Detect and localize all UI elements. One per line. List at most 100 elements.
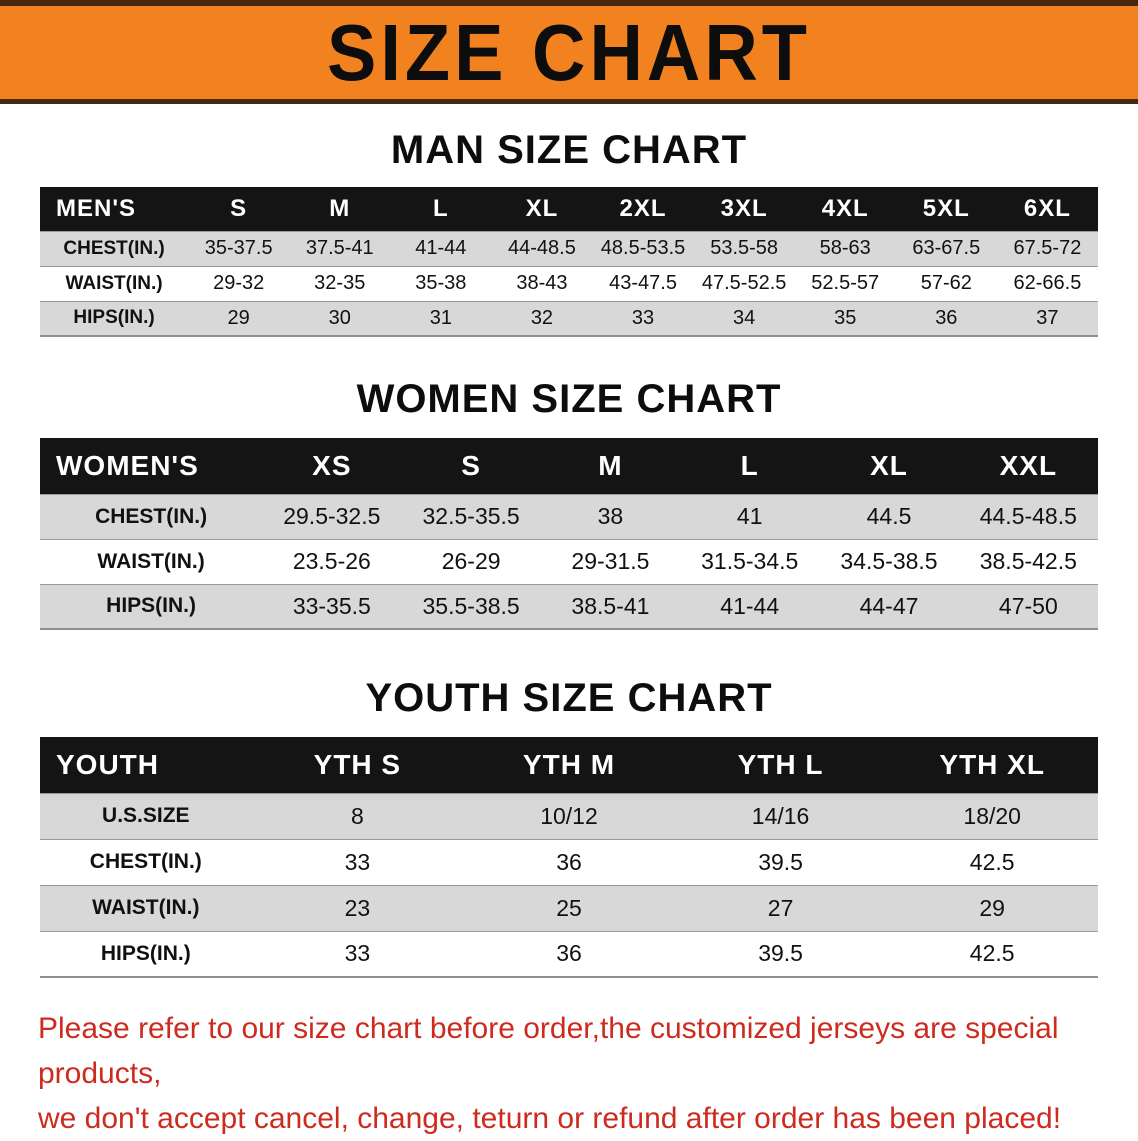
size-value-cell: 35-37.5: [188, 230, 290, 266]
row-label: WAIST(IN.): [40, 884, 252, 931]
size-value-cell: 44.5: [819, 493, 959, 539]
size-value-cell: 41: [680, 493, 820, 539]
size-value-cell: 48.5-53.5: [592, 230, 694, 266]
row-label: HIPS(IN.): [40, 583, 263, 630]
table-row: HIPS(IN.) 29 30 31 32 33 34 35 36 37: [40, 300, 1098, 337]
table-row: CHEST(IN.) 33 36 39.5 42.5: [40, 838, 1098, 885]
sections: MAN SIZE CHART MEN'S S M L XL 2XL 3XL 4XL 5XL 6XL C…: [0, 128, 1138, 978]
row-label: WAIST(IN.): [40, 538, 263, 584]
size-value-cell: 29-32: [188, 265, 290, 301]
size-value-cell: 34.5-38.5: [819, 538, 959, 584]
disclaimer-line-1: Please refer to our size chart before or…: [38, 1012, 1059, 1090]
size-value-cell: 31: [390, 300, 492, 337]
size-chart-section-women: WOMEN SIZE CHART WOMEN'S XS S M L XL XXL CHEST(I…: [0, 377, 1138, 630]
table-header-row: WOMEN'S XS S M L XL XXL: [40, 438, 1098, 494]
size-value-cell: 38.5-41: [540, 583, 681, 630]
size-value-cell: 27: [674, 884, 887, 931]
size-value-cell: 47.5-52.5: [693, 265, 795, 301]
size-value-cell: 35: [794, 300, 896, 337]
size-column-header: YTH L: [674, 737, 887, 793]
row-label: CHEST(IN.): [40, 230, 189, 266]
size-value-cell: 38: [540, 493, 681, 539]
table-corner-label: MEN'S: [40, 187, 189, 231]
section-heading-women: WOMEN SIZE CHART: [356, 377, 782, 421]
size-value-cell: 36: [463, 930, 675, 978]
size-value-cell: 38.5-42.5: [958, 538, 1098, 584]
size-value-cell: 37.5-41: [289, 230, 391, 266]
size-chart-section-men: MAN SIZE CHART MEN'S S M L XL 2XL 3XL 4XL 5XL 6XL C…: [0, 128, 1138, 337]
size-column-header: YTH XL: [886, 737, 1098, 793]
size-value-cell: 35.5-38.5: [401, 583, 541, 630]
size-column-header: XL: [491, 187, 593, 231]
size-value-cell: 62-66.5: [996, 265, 1098, 301]
banner: SIZE CHART: [0, 0, 1138, 104]
size-value-cell: 42.5: [886, 838, 1098, 885]
size-value-cell: 26-29: [401, 538, 541, 584]
table-row: HIPS(IN.) 33-35.5 35.5-38.5 38.5-41 41-44 44-…: [40, 583, 1098, 630]
row-label: HIPS(IN.): [40, 300, 189, 337]
page-title: SIZE CHART: [327, 7, 811, 98]
size-column-header: S: [188, 187, 290, 231]
size-column-header: M: [289, 187, 391, 231]
size-value-cell: 43-47.5: [592, 265, 694, 301]
size-value-cell: 33: [592, 300, 694, 337]
size-chart-section-youth: YOUTH SIZE CHART YOUTH YTH S YTH M YTH L YTH …: [0, 676, 1138, 978]
row-label: CHEST(IN.): [40, 493, 263, 539]
section-heading-youth: YOUTH SIZE CHART: [365, 676, 773, 720]
size-value-cell: 52.5-57: [794, 265, 896, 301]
size-value-cell: 35-38: [390, 265, 492, 301]
size-value-cell: 31.5-34.5: [680, 538, 820, 584]
size-value-cell: 32-35: [289, 265, 391, 301]
size-value-cell: 32.5-35.5: [401, 493, 541, 539]
row-label: U.S.SIZE: [40, 792, 252, 839]
size-value-cell: 33: [251, 838, 464, 885]
table-row: WAIST(IN.) 23.5-26 26-29 29-31.5 31.5-34.5 34…: [40, 538, 1098, 584]
size-value-cell: 29: [886, 884, 1098, 931]
size-column-header: YTH S: [251, 737, 464, 793]
men-size-table: MEN'S S M L XL 2XL 3XL 4XL 5XL 6XL CHEST(IN.) 35-37…: [40, 187, 1098, 337]
youth-size-table: YOUTH YTH S YTH M YTH L YTH XL U.S.SIZE 8 10/12…: [40, 737, 1098, 978]
size-value-cell: 39.5: [674, 838, 887, 885]
disclaimer: Please refer to our size chart before or…: [38, 1006, 1100, 1141]
size-value-cell: 41-44: [680, 583, 820, 630]
size-column-header: 4XL: [794, 187, 896, 231]
size-value-cell: 44.5-48.5: [958, 493, 1098, 539]
size-value-cell: 29.5-32.5: [262, 493, 402, 539]
table-row: WAIST(IN.) 29-32 32-35 35-38 38-43 43-47.5 47.…: [40, 265, 1098, 301]
size-column-header: S: [401, 438, 541, 494]
size-value-cell: 8: [251, 792, 464, 839]
table-row: HIPS(IN.) 33 36 39.5 42.5: [40, 930, 1098, 978]
size-value-cell: 67.5-72: [996, 230, 1098, 266]
size-column-header: 2XL: [592, 187, 694, 231]
section-heading-men: MAN SIZE CHART: [390, 128, 748, 172]
size-column-header: 3XL: [693, 187, 795, 231]
size-column-header: XL: [819, 438, 959, 494]
table-row: WAIST(IN.) 23 25 27 29: [40, 884, 1098, 931]
size-column-header: YTH M: [463, 737, 675, 793]
size-value-cell: 57-62: [895, 265, 997, 301]
row-label: HIPS(IN.): [40, 930, 252, 978]
disclaimer-line-2: we don't accept cancel, change, teturn o…: [38, 1102, 1062, 1135]
size-value-cell: 37: [996, 300, 1098, 337]
size-value-cell: 42.5: [886, 930, 1098, 978]
table-corner-label: YOUTH: [40, 737, 252, 793]
table-row: CHEST(IN.) 29.5-32.5 32.5-35.5 38 41 44.5 44.5…: [40, 493, 1098, 539]
size-value-cell: 25: [463, 884, 675, 931]
size-value-cell: 36: [895, 300, 997, 337]
size-column-header: 6XL: [996, 187, 1098, 231]
size-column-header: XS: [262, 438, 402, 494]
size-value-cell: 36: [463, 838, 675, 885]
row-label: WAIST(IN.): [40, 265, 189, 301]
size-value-cell: 63-67.5: [895, 230, 997, 266]
table-header-row: MEN'S S M L XL 2XL 3XL 4XL 5XL 6XL: [40, 187, 1098, 231]
size-value-cell: 23: [251, 884, 464, 931]
table-row: CHEST(IN.) 35-37.5 37.5-41 41-44 44-48.5 48.5…: [40, 230, 1098, 266]
size-value-cell: 53.5-58: [693, 230, 795, 266]
table-corner-label: WOMEN'S: [40, 438, 263, 494]
size-value-cell: 33: [251, 930, 464, 978]
row-label: CHEST(IN.): [40, 838, 252, 885]
size-value-cell: 41-44: [390, 230, 492, 266]
size-value-cell: 10/12: [463, 792, 675, 839]
size-value-cell: 44-47: [819, 583, 959, 630]
